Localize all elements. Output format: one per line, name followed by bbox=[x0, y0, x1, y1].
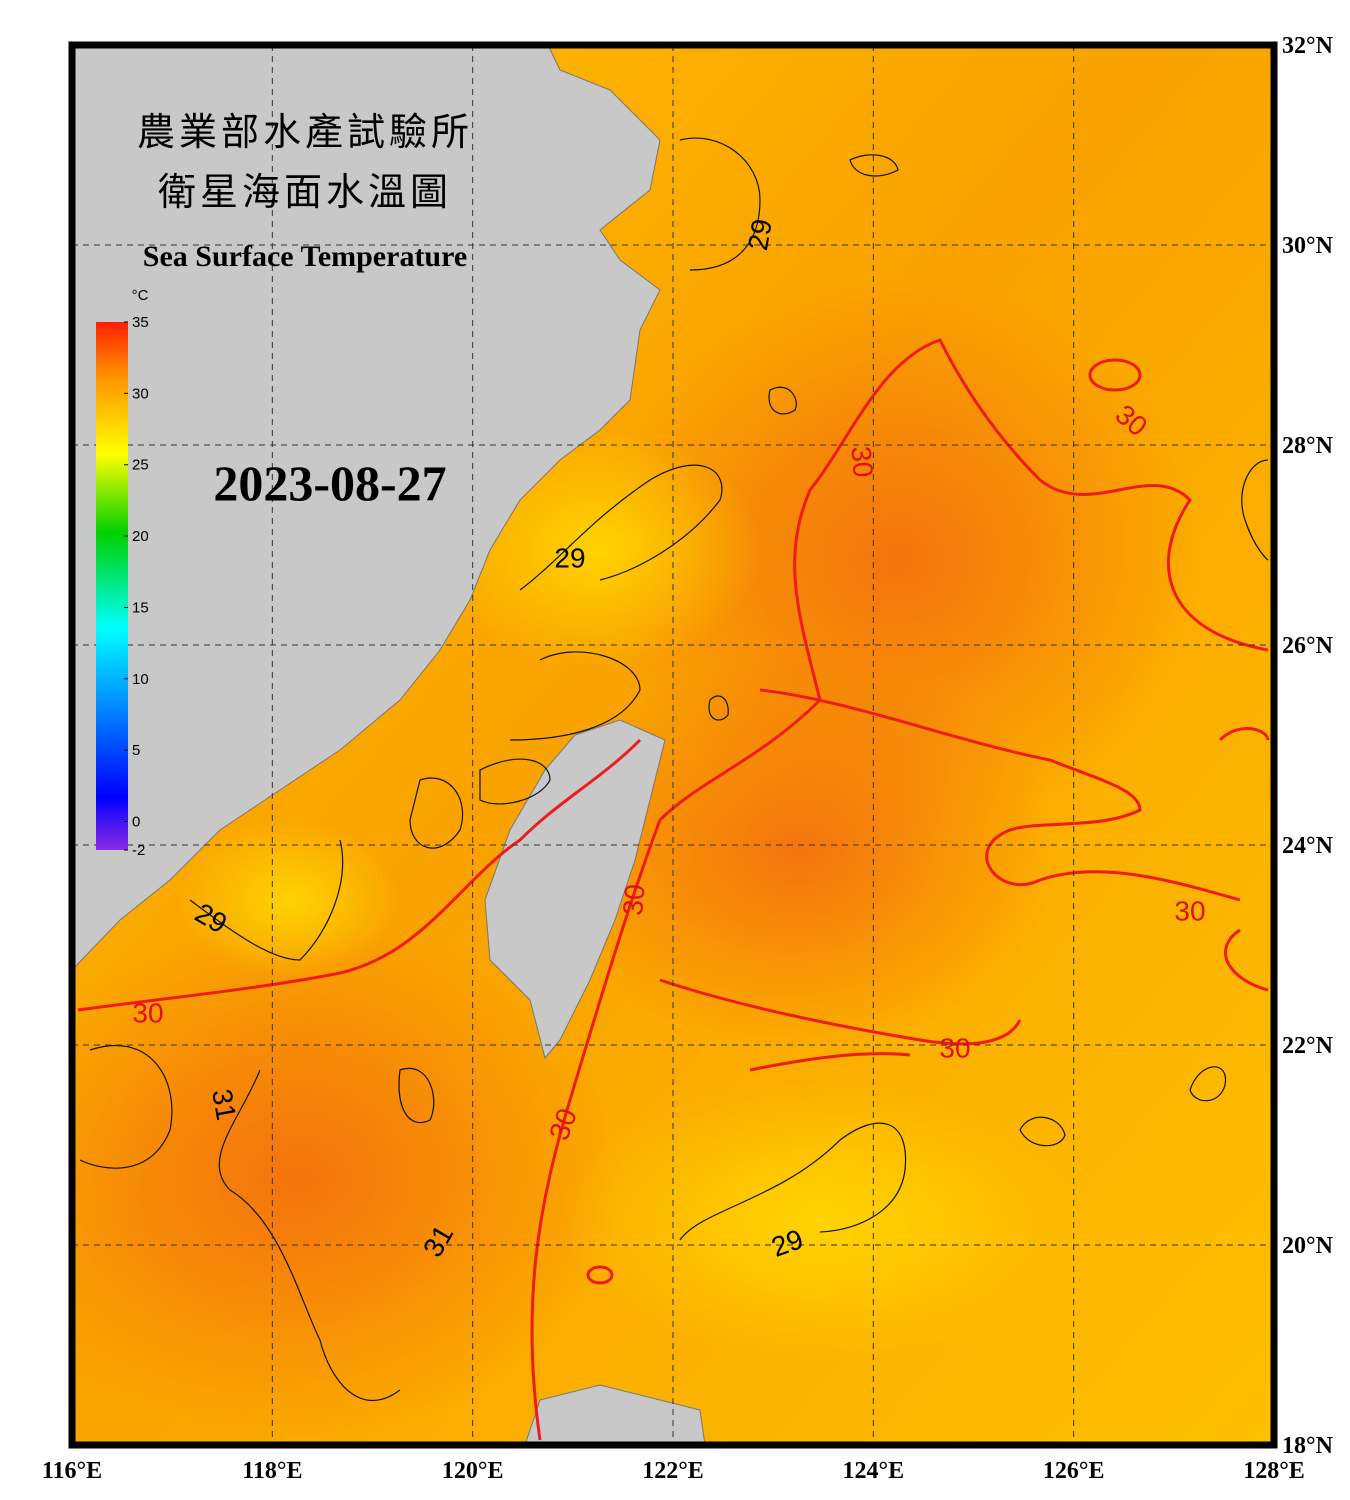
title-zh: 衛星海面水溫圖 bbox=[158, 170, 452, 214]
lon-tick-label: 120°E bbox=[442, 1458, 504, 1484]
contour-thin bbox=[79, 137, 1269, 1402]
warm-area bbox=[540, 650, 1060, 1050]
colorbar bbox=[96, 322, 128, 850]
cool-area bbox=[560, 1080, 1080, 1360]
contour-label: 29 bbox=[742, 217, 778, 253]
title-zh: 農業部水產試驗所 bbox=[137, 110, 473, 154]
contour-label: 31 bbox=[206, 1087, 242, 1123]
colorbar-tick-label: 30 bbox=[132, 385, 149, 402]
warm-area bbox=[72, 920, 620, 1440]
lat-tick-label: 20°N bbox=[1282, 1233, 1334, 1259]
lon-tick-label: 118°E bbox=[242, 1458, 302, 1484]
labels: 116°E 118°E 120°E 122°E 124°E 126°E 128°E18°N 2… bbox=[42, 33, 1334, 1484]
date: 2023-08-27 bbox=[213, 455, 446, 511]
lat-tick-label: 30°N bbox=[1282, 233, 1334, 259]
lon-tick-label: 116°E bbox=[42, 1458, 102, 1484]
colorbar-unit: °C bbox=[132, 287, 149, 304]
lon-tick-label: 128°E bbox=[1243, 1458, 1305, 1484]
mainland bbox=[72, 45, 661, 971]
colorbar-tick-label: 35 bbox=[132, 314, 149, 331]
lat-tick-label: 22°N bbox=[1282, 1033, 1334, 1059]
cool-area bbox=[180, 820, 400, 980]
map-frame bbox=[68, 41, 1278, 1449]
luzon bbox=[524, 1384, 706, 1445]
contour-label: 30 bbox=[1174, 895, 1205, 926]
colorbar-tick-label: -2 bbox=[132, 842, 145, 859]
contour-label: 30 bbox=[845, 445, 879, 479]
title-en: Sea Surface Temperature bbox=[143, 240, 467, 273]
lat-tick-label: 26°N bbox=[1282, 633, 1334, 659]
colorbar-tick-label: 25 bbox=[132, 457, 149, 474]
contour-label: 30 bbox=[617, 883, 651, 917]
colorbar-tick-label: 5 bbox=[132, 742, 140, 759]
contour-label: 30 bbox=[939, 1032, 970, 1063]
contour-label: 30 bbox=[132, 997, 163, 1028]
lon-tick-label: 122°E bbox=[642, 1458, 704, 1484]
contour-label: 29 bbox=[554, 542, 585, 573]
lon-tick-label: 124°E bbox=[843, 1458, 905, 1484]
contour-30 bbox=[77, 338, 1270, 1441]
colorbar-tick-label: 20 bbox=[132, 528, 149, 545]
lat-tick-label: 28°N bbox=[1282, 433, 1334, 459]
lon-tick-label: 126°E bbox=[1043, 1458, 1105, 1484]
lat-tick-label: 32°N bbox=[1282, 33, 1334, 59]
colorbar-tick-label: 15 bbox=[132, 599, 149, 616]
lat-tick-label: 18°N bbox=[1282, 1433, 1334, 1459]
colorbar-tick-label: 10 bbox=[132, 671, 149, 688]
lat-tick-label: 24°N bbox=[1282, 833, 1334, 859]
colorbar-tick-label: 0 bbox=[132, 813, 140, 830]
